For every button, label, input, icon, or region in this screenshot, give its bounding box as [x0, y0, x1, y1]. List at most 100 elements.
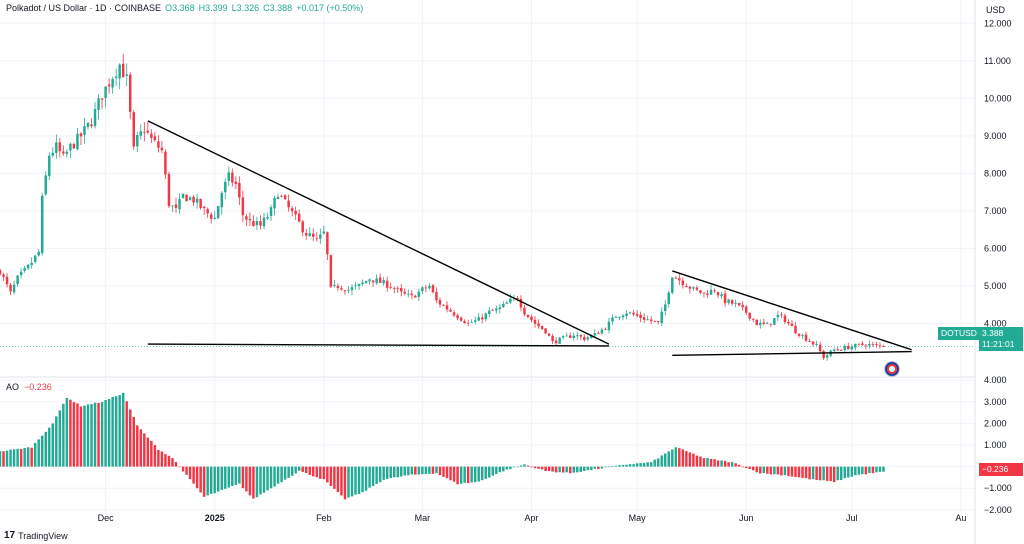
ao-bar	[315, 466, 319, 478]
close-value: C3.388	[263, 3, 293, 13]
ao-bar	[290, 466, 294, 476]
candle-body	[129, 74, 132, 112]
ao-bar	[231, 466, 234, 487]
ao-bar	[561, 466, 565, 473]
candle-body	[861, 343, 864, 345]
ao-bar	[533, 466, 537, 469]
ao-bar	[797, 466, 801, 478]
ao-tick-label: −1.000	[984, 483, 1012, 493]
candle-body	[882, 346, 885, 347]
ao-bar	[361, 466, 364, 493]
price-tick-label: 4.000	[984, 318, 1007, 328]
candle-body	[537, 323, 540, 327]
ao-bar	[737, 464, 741, 467]
candle-body	[364, 280, 368, 284]
candle-body	[83, 126, 86, 135]
candle-body	[322, 231, 326, 234]
ao-bar	[586, 466, 590, 471]
candle-body	[766, 323, 769, 325]
candle-body	[220, 192, 223, 208]
ao-bar	[825, 466, 829, 481]
ao-bar	[593, 466, 597, 469]
ao-label[interactable]: AO	[6, 382, 20, 392]
last-price-tag: 3.388	[979, 327, 1023, 340]
ao-bar	[407, 466, 410, 476]
candle-body	[783, 315, 787, 323]
ao-bar	[505, 466, 509, 470]
candle-body	[340, 288, 343, 290]
ao-bar	[55, 416, 58, 467]
candle-body	[164, 151, 167, 175]
us-flag-icon[interactable]	[884, 361, 900, 377]
ao-bar	[202, 466, 206, 497]
candle-body	[495, 308, 498, 311]
candle-body	[199, 198, 202, 209]
candle-body	[146, 130, 150, 133]
ao-bar	[195, 466, 199, 489]
candle-body	[188, 197, 192, 200]
candle-body	[706, 293, 709, 295]
time-tick-label: Apr	[524, 513, 538, 523]
candle-body	[121, 63, 125, 78]
ao-bar	[192, 466, 195, 484]
ao-bar	[255, 466, 259, 498]
ao-bar	[685, 451, 688, 467]
currency-label[interactable]: USD	[986, 5, 1006, 15]
candle-body	[572, 335, 575, 338]
time-tick-label: Au	[955, 513, 966, 523]
ao-bar	[445, 466, 449, 479]
candle-body	[424, 287, 428, 289]
candle-body	[801, 335, 804, 336]
candle-body	[480, 317, 484, 320]
candle-body	[343, 290, 347, 292]
ao-bar	[463, 466, 466, 483]
ao-bar	[804, 466, 808, 479]
support-line-1[interactable]	[147, 343, 609, 347]
upper-trendline-2[interactable]	[672, 270, 912, 351]
candle-body	[840, 349, 843, 351]
ao-legend: AO −0.236	[6, 382, 52, 392]
upper-trendline-1[interactable]	[147, 120, 610, 345]
candle-body	[143, 131, 146, 133]
candle-body	[315, 237, 319, 239]
candle-body	[2, 274, 5, 277]
ao-bar	[153, 445, 157, 467]
ao-bar	[417, 466, 421, 475]
candle-body	[699, 290, 702, 293]
ao-bar	[350, 466, 354, 497]
ao-bar	[378, 466, 382, 483]
candle-body	[206, 209, 209, 214]
ao-bar	[755, 466, 759, 473]
support-line-2[interactable]	[672, 350, 912, 357]
ao-bar	[741, 466, 744, 468]
ao-bar	[649, 462, 653, 467]
tradingview-brand[interactable]: 17 TradingView	[4, 530, 68, 541]
ao-value: −0.236	[24, 382, 52, 392]
candle-body	[414, 295, 417, 298]
ao-bar	[576, 466, 579, 473]
ao-bar	[766, 466, 769, 474]
ao-bar	[702, 458, 706, 467]
low-value: L3.326	[231, 3, 260, 13]
ao-bar	[695, 455, 699, 467]
candle-body	[378, 277, 382, 283]
candle-body	[456, 315, 459, 319]
price-tick-label: 5.000	[984, 281, 1007, 291]
price-tick-label: 8.000	[984, 168, 1007, 178]
ao-bar	[509, 466, 512, 470]
ao-bar	[878, 466, 882, 472]
candle-body	[79, 133, 83, 137]
ao-bar	[614, 465, 618, 467]
ao-bar	[16, 448, 19, 467]
symbol-title[interactable]: Polkadot / US Dollar · 1D · COINBASE	[6, 3, 162, 13]
candle-body	[488, 310, 491, 314]
ao-bar	[512, 466, 516, 468]
ao-bar	[759, 466, 762, 474]
candle-body	[498, 307, 502, 310]
ao-bar	[308, 466, 311, 475]
ao-bar	[840, 466, 843, 481]
ao-bar	[699, 456, 702, 467]
candle-body	[435, 292, 438, 301]
time-tick-label: 2025	[205, 513, 225, 523]
